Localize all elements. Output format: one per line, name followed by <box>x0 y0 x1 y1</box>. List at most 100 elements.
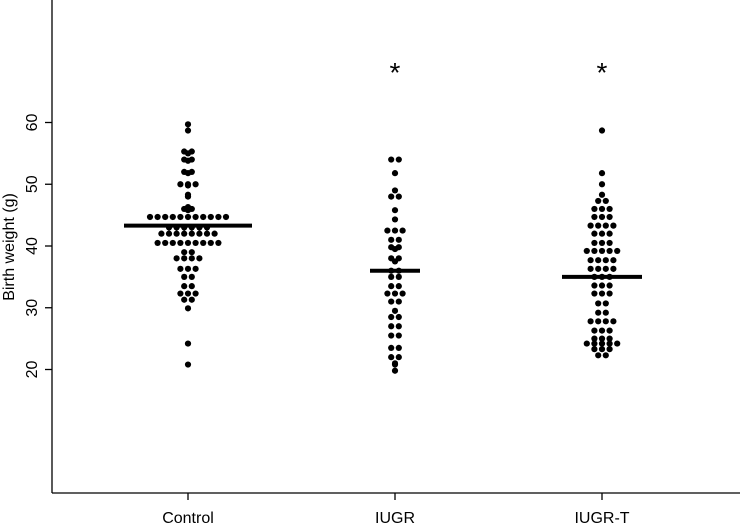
data-point <box>388 332 395 339</box>
data-point <box>591 205 598 213</box>
data-point <box>587 318 594 325</box>
data-point <box>188 296 195 303</box>
data-point <box>391 367 399 374</box>
data-point <box>391 227 399 234</box>
y-tick-label: 30 <box>24 299 41 317</box>
data-point <box>606 230 613 237</box>
data-point <box>162 239 169 247</box>
data-point <box>395 156 402 163</box>
data-point <box>591 282 598 289</box>
data-point <box>184 170 192 177</box>
data-point <box>595 352 602 359</box>
data-point <box>583 247 590 255</box>
data-point <box>598 127 606 134</box>
data-point <box>602 265 609 272</box>
data-point <box>595 265 602 272</box>
data-point <box>595 197 602 205</box>
data-point <box>184 361 192 368</box>
data-point <box>181 273 188 280</box>
data-point <box>395 236 402 243</box>
data-point <box>606 335 613 342</box>
data-points <box>146 121 621 374</box>
data-point <box>598 181 606 188</box>
data-point <box>211 230 218 237</box>
data-point <box>207 239 214 247</box>
data-point <box>388 313 395 321</box>
data-point <box>598 335 606 342</box>
data-point <box>158 230 165 237</box>
data-point <box>602 197 609 205</box>
data-point <box>591 239 598 247</box>
significance-asterisk: * <box>597 57 608 88</box>
data-point <box>591 213 598 221</box>
x-tick-label: IUGR <box>375 510 415 524</box>
data-point <box>395 298 402 305</box>
data-point <box>184 182 192 189</box>
data-point <box>614 247 621 255</box>
data-point <box>192 213 199 221</box>
data-point <box>610 222 617 229</box>
data-point <box>173 255 180 262</box>
y-tick-label: 40 <box>24 237 41 255</box>
data-point <box>606 247 613 255</box>
data-point <box>395 323 402 330</box>
data-point <box>598 282 606 289</box>
data-point <box>200 239 207 247</box>
data-point <box>391 258 399 265</box>
mean-lines <box>124 223 642 279</box>
data-point <box>188 273 195 280</box>
data-point <box>200 213 207 221</box>
y-tick-label: 60 <box>24 114 41 132</box>
data-point <box>598 205 606 213</box>
data-point <box>391 307 399 314</box>
data-point <box>610 265 617 272</box>
data-point <box>181 230 188 237</box>
x-axis-ticks: Control IUGR IUGR-T <box>162 493 630 524</box>
data-point <box>181 249 188 256</box>
data-point <box>399 227 406 234</box>
data-point <box>196 230 203 237</box>
data-point <box>203 230 211 237</box>
data-point <box>391 207 399 214</box>
data-point <box>606 239 613 247</box>
y-tick-label: 20 <box>24 361 41 379</box>
data-point <box>173 230 180 237</box>
data-point <box>395 313 402 321</box>
data-point <box>399 290 406 297</box>
data-point <box>598 247 606 255</box>
data-point <box>598 191 606 198</box>
data-point <box>188 230 195 237</box>
y-axis-label: Birth weight (g) <box>1 193 18 301</box>
data-point <box>184 207 192 214</box>
data-point <box>591 247 598 255</box>
data-point <box>162 213 169 221</box>
data-point <box>595 300 602 307</box>
data-point <box>184 150 192 157</box>
data-point <box>395 283 402 290</box>
data-point <box>177 239 184 247</box>
data-point <box>598 327 606 334</box>
data-point <box>598 230 606 237</box>
data-point <box>602 257 609 264</box>
data-point <box>384 290 391 297</box>
data-point <box>598 213 606 221</box>
data-point <box>192 181 199 188</box>
data-point <box>181 283 188 290</box>
data-point <box>184 213 192 221</box>
data-point <box>591 340 598 347</box>
data-point <box>215 213 222 221</box>
data-point <box>188 255 195 262</box>
data-point <box>196 255 203 262</box>
data-point <box>395 273 402 280</box>
data-point <box>606 340 613 347</box>
data-point <box>598 170 606 177</box>
data-point <box>595 309 602 316</box>
data-point <box>207 213 214 221</box>
data-point <box>222 213 230 221</box>
data-point <box>388 236 395 243</box>
data-point <box>595 222 602 229</box>
data-point <box>184 193 192 200</box>
y-axis-ticks: 20 30 40 50 60 <box>24 114 52 379</box>
data-point <box>169 239 176 247</box>
